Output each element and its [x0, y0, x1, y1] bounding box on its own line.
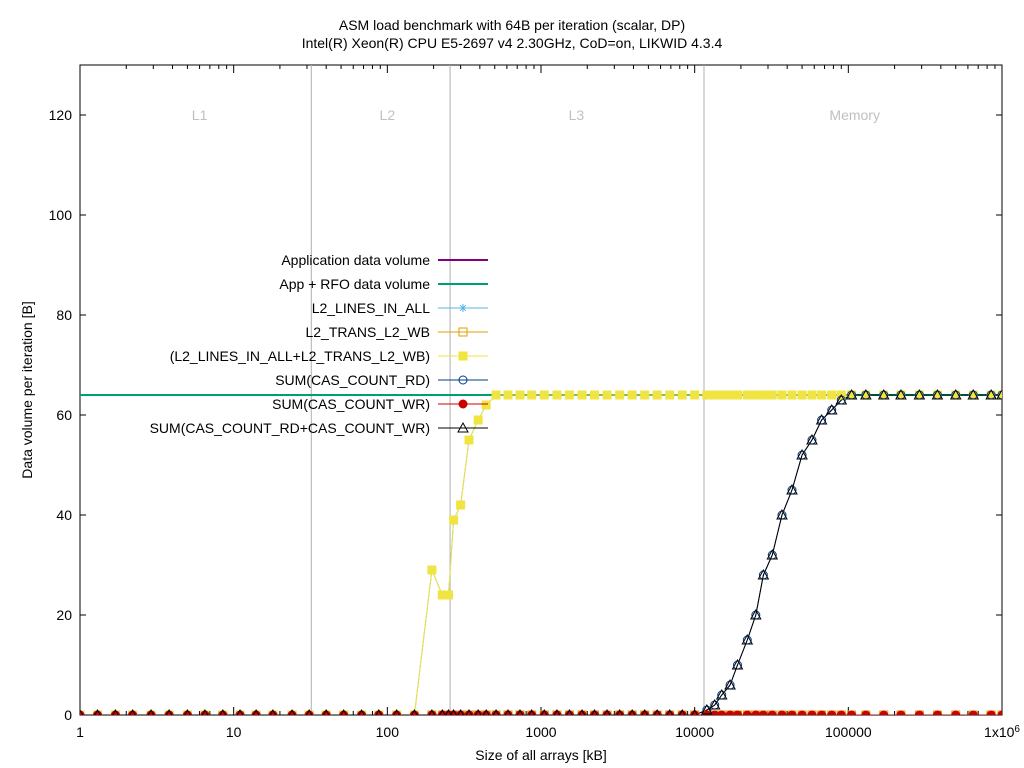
svg-text:60: 60 — [56, 407, 72, 423]
svg-text:Intel(R) Xeon(R) CPU E5-2697 v: Intel(R) Xeon(R) CPU E5-2697 v4 2.30GHz,… — [302, 35, 723, 51]
svg-text:L3: L3 — [569, 107, 585, 123]
svg-text:20: 20 — [56, 607, 72, 623]
svg-text:Size of all arrays [kB]: Size of all arrays [kB] — [475, 747, 607, 763]
svg-text:App + RFO data volume: App + RFO data volume — [279, 276, 430, 292]
svg-text:1000: 1000 — [525, 724, 556, 740]
svg-text:80: 80 — [56, 307, 72, 323]
svg-text:1x106: 1x106 — [984, 724, 1020, 741]
svg-text:L2_TRANS_L2_WB: L2_TRANS_L2_WB — [305, 324, 430, 340]
svg-text:Memory: Memory — [829, 107, 880, 123]
svg-text:L2_LINES_IN_ALL: L2_LINES_IN_ALL — [312, 300, 431, 316]
svg-text:SUM(CAS_COUNT_WR): SUM(CAS_COUNT_WR) — [272, 396, 430, 412]
svg-text:10000: 10000 — [675, 724, 714, 740]
svg-text:100: 100 — [376, 724, 400, 740]
svg-text:100: 100 — [49, 207, 73, 223]
svg-text:Application data volume: Application data volume — [281, 252, 430, 268]
svg-text:L1: L1 — [192, 107, 208, 123]
benchmark-chart: ASM load benchmark with 64B per iteratio… — [0, 0, 1024, 768]
svg-text:100000: 100000 — [825, 724, 872, 740]
svg-text:SUM(CAS_COUNT_RD): SUM(CAS_COUNT_RD) — [275, 372, 430, 388]
svg-text:SUM(CAS_COUNT_RD+CAS_COUNT_WR): SUM(CAS_COUNT_RD+CAS_COUNT_WR) — [150, 420, 430, 436]
svg-text:(L2_LINES_IN_ALL+L2_TRANS_L2_W: (L2_LINES_IN_ALL+L2_TRANS_L2_WB) — [170, 348, 430, 364]
svg-text:40: 40 — [56, 507, 72, 523]
svg-text:0: 0 — [64, 707, 72, 723]
svg-text:Data volume per iteration [B]: Data volume per iteration [B] — [19, 301, 35, 478]
svg-text:10: 10 — [226, 724, 242, 740]
svg-text:ASM load benchmark with 64B pe: ASM load benchmark with 64B per iteratio… — [339, 17, 685, 33]
svg-text:120: 120 — [49, 107, 73, 123]
svg-text:L2: L2 — [380, 107, 396, 123]
svg-text:1: 1 — [76, 724, 84, 740]
chart-container: ASM load benchmark with 64B per iteratio… — [0, 0, 1024, 768]
